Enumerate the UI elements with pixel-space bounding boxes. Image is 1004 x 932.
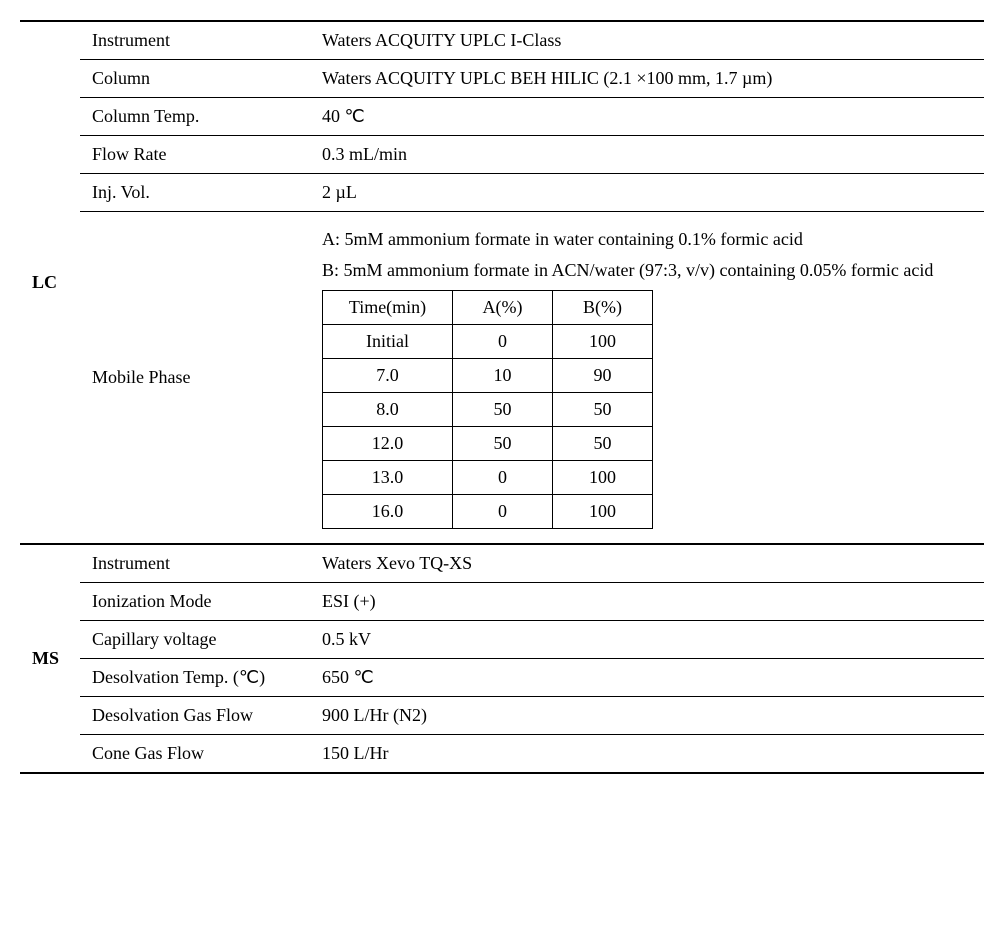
lc-param-0: Instrument (80, 21, 310, 60)
lc-param-2: Column Temp. (80, 98, 310, 136)
gradient-row: 8.05050 (323, 393, 653, 427)
lc-value-1: Waters ACQUITY UPLC BEH HILIC (2.1 ×100 … (310, 60, 984, 98)
gradient-cell: 16.0 (323, 495, 453, 529)
gradient-cell: 0 (453, 325, 553, 359)
lc-param-1: Column (80, 60, 310, 98)
gradient-cell: 50 (453, 427, 553, 461)
ms-param-5: Cone Gas Flow (80, 735, 310, 774)
gradient-header-row: Time(min) A(%) B(%) (323, 291, 653, 325)
ms-value-1: ESI (+) (310, 583, 984, 621)
parameters-table: LC Instrument Waters ACQUITY UPLC I-Clas… (20, 20, 984, 774)
gradient-header-2: B(%) (553, 291, 653, 325)
gradient-cell: 90 (553, 359, 653, 393)
gradient-cell: 12.0 (323, 427, 453, 461)
gradient-cell: 50 (453, 393, 553, 427)
mobile-phase-container: A: 5mM ammonium formate in water contain… (322, 220, 972, 535)
ms-param-0: Instrument (80, 544, 310, 583)
lc-param-4: Inj. Vol. (80, 174, 310, 212)
lc-param-3: Flow Rate (80, 136, 310, 174)
gradient-cell: 100 (553, 461, 653, 495)
gradient-row: 16.00100 (323, 495, 653, 529)
ms-value-2: 0.5 kV (310, 621, 984, 659)
lc-value-3: 0.3 mL/min (310, 136, 984, 174)
ms-value-4: 900 L/Hr (N2) (310, 697, 984, 735)
ms-value-3: 650 ℃ (310, 659, 984, 697)
ms-param-2: Capillary voltage (80, 621, 310, 659)
ms-value-0: Waters Xevo TQ-XS (310, 544, 984, 583)
gradient-cell: 50 (553, 393, 653, 427)
gradient-cell: 13.0 (323, 461, 453, 495)
ms-value-5: 150 L/Hr (310, 735, 984, 774)
gradient-row: Initial0100 (323, 325, 653, 359)
gradient-cell: 7.0 (323, 359, 453, 393)
ms-param-1: Ionization Mode (80, 583, 310, 621)
gradient-cell: 0 (453, 461, 553, 495)
gradient-cell: 0 (453, 495, 553, 529)
lc-value-2: 40 ℃ (310, 98, 984, 136)
gradient-cell: Initial (323, 325, 453, 359)
gradient-header-0: Time(min) (323, 291, 453, 325)
ms-param-3: Desolvation Temp. (℃) (80, 659, 310, 697)
gradient-row: 13.00100 (323, 461, 653, 495)
gradient-row: 7.01090 (323, 359, 653, 393)
ms-section-label: MS (20, 544, 80, 773)
lc-value-0: Waters ACQUITY UPLC I-Class (310, 21, 984, 60)
gradient-table: Time(min) A(%) B(%) Initial01007.010908.… (322, 290, 653, 529)
gradient-cell: 100 (553, 495, 653, 529)
gradient-cell: 8.0 (323, 393, 453, 427)
lc-mobile-phase-label: Mobile Phase (80, 212, 310, 545)
lc-value-4: 2 µL (310, 174, 984, 212)
ms-param-4: Desolvation Gas Flow (80, 697, 310, 735)
gradient-header-1: A(%) (453, 291, 553, 325)
gradient-cell: 100 (553, 325, 653, 359)
lc-section-label: LC (20, 21, 80, 544)
gradient-cell: 10 (453, 359, 553, 393)
mobile-phase-text-a: A: 5mM ammonium formate in water contain… (322, 226, 972, 253)
gradient-cell: 50 (553, 427, 653, 461)
mobile-phase-text-b: B: 5mM ammonium formate in ACN/water (97… (322, 257, 972, 284)
gradient-row: 12.05050 (323, 427, 653, 461)
